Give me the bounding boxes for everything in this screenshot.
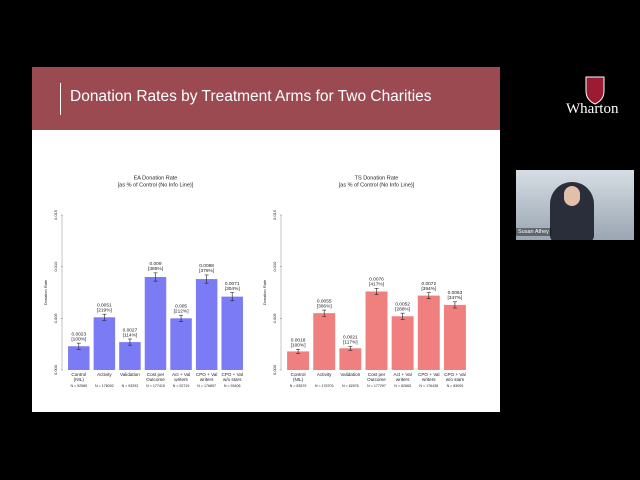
x-tick-label: Cost per Outcome [146, 372, 165, 382]
value-label: 0.0088 [199, 263, 214, 269]
participant-name: Susan Athey [516, 228, 551, 236]
chart-subtitle: [as % of Control (No Info Line)] [118, 182, 194, 188]
y-tick-label: 0.005 [53, 313, 58, 324]
y-tick-label: 0.000 [53, 364, 58, 375]
value-label: 0.0071 [225, 281, 240, 287]
x-tick-label: Activity [316, 372, 332, 377]
percent-label: [212%] [174, 308, 189, 314]
x-tick-label: Control (NIL) [290, 372, 306, 382]
y-axis-label: Donation Rate [43, 279, 48, 305]
bar [287, 351, 310, 370]
percent-label: [100%] [71, 336, 86, 342]
slide-title: Donation Rates by Treatment Arms for Two… [70, 88, 432, 105]
y-tick-label: 0.015 [272, 209, 277, 220]
x-tick-label: CPO + Val w/o stars [444, 372, 466, 382]
percent-label: [347%] [447, 295, 462, 301]
x-tick-label: Validation [340, 372, 361, 377]
value-label: 0.0051 [97, 302, 112, 308]
percent-label: [394%] [421, 286, 436, 292]
value-label: 0.0072 [421, 281, 436, 287]
n-label: N = 83579 [289, 384, 307, 388]
percent-label: [306%] [317, 303, 332, 309]
bar [313, 313, 336, 370]
percent-label: [288%] [395, 306, 410, 312]
value-label: 0.0063 [448, 290, 463, 296]
value-label: 0.0023 [71, 331, 86, 337]
bar [443, 304, 466, 370]
value-label: 0.0021 [343, 334, 358, 340]
percent-label: [304%] [225, 286, 240, 292]
x-tick-label: Cost per Outcome [367, 372, 386, 382]
bar [365, 291, 388, 370]
slide-header: Donation Rates by Treatment Arms for Two… [32, 67, 500, 130]
n-label: N = 176092 [95, 384, 114, 388]
bar [93, 317, 116, 370]
value-label: 0.0018 [291, 338, 306, 344]
chart-subtitle: [as % of Control (No Info Line)] [339, 182, 415, 188]
bar [195, 279, 218, 370]
n-label: N = 176703 [314, 384, 334, 388]
value-label: 0.005 [175, 303, 187, 309]
y-tick-label: 0.015 [53, 209, 58, 220]
y-tick-label: 0.005 [272, 313, 277, 324]
x-tick-label: Act + Val writers [393, 372, 412, 382]
bar [339, 348, 362, 370]
y-tick-label: 0.010 [272, 261, 277, 272]
percent-label: [378%] [199, 268, 214, 274]
x-tick-label: Activity [97, 372, 112, 377]
n-label: N = 82665 [394, 384, 411, 388]
chart-title: EA Donation Rate [134, 175, 178, 181]
y-tick-label: 0.010 [53, 261, 58, 272]
bar [119, 342, 141, 370]
value-label: 0.009 [149, 261, 161, 267]
bar [221, 296, 243, 370]
n-label: N = 176897 [197, 384, 216, 388]
chart-title: TS Donation Rate [355, 175, 399, 181]
bar [417, 295, 440, 370]
x-tick-label: CPO + Val w/o stars [221, 372, 243, 382]
value-label: 0.0027 [123, 327, 138, 333]
n-label: N = 92719 [172, 384, 190, 388]
n-label: N = 93406 [223, 384, 241, 388]
percent-label: [385%] [148, 266, 163, 272]
n-label: N = 176438 [419, 384, 439, 388]
n-label: N = 177415 [146, 384, 165, 388]
n-label: N = 92589 [70, 384, 88, 388]
n-label: N = 83009 [446, 384, 464, 388]
logo-shield [585, 76, 605, 105]
bar [68, 346, 90, 370]
percent-label: [219%] [97, 307, 112, 313]
x-tick-label: Validation [120, 372, 140, 377]
logo-text: Wharton [566, 101, 619, 117]
value-label: 0.0052 [395, 301, 410, 307]
x-tick-label: CPO + Val writers [195, 372, 218, 382]
x-tick-label: Act + Val writers [171, 372, 191, 382]
percent-label: [100%] [291, 343, 306, 349]
bar [170, 318, 192, 370]
y-axis-label: Donation Rate [262, 279, 267, 305]
percent-label: [114%] [123, 332, 138, 338]
bar [391, 316, 414, 370]
bar [144, 277, 167, 370]
n-label: N = 177297 [367, 384, 386, 388]
percent-label: [417%] [369, 282, 384, 288]
n-label: N = 93293 [121, 384, 139, 388]
y-tick-label: 0.000 [272, 364, 277, 375]
participant-face [564, 186, 580, 206]
video-tile[interactable]: Susan Athey [516, 170, 634, 240]
title-rule [60, 83, 61, 115]
x-tick-label: CPO + Val writers [418, 372, 440, 382]
n-label: N = 82976 [342, 384, 359, 388]
x-tick-label: Control (NIL) [71, 372, 87, 382]
value-label: 0.0076 [369, 277, 384, 283]
value-label: 0.0055 [317, 298, 332, 304]
percent-label: [117%] [343, 339, 358, 345]
